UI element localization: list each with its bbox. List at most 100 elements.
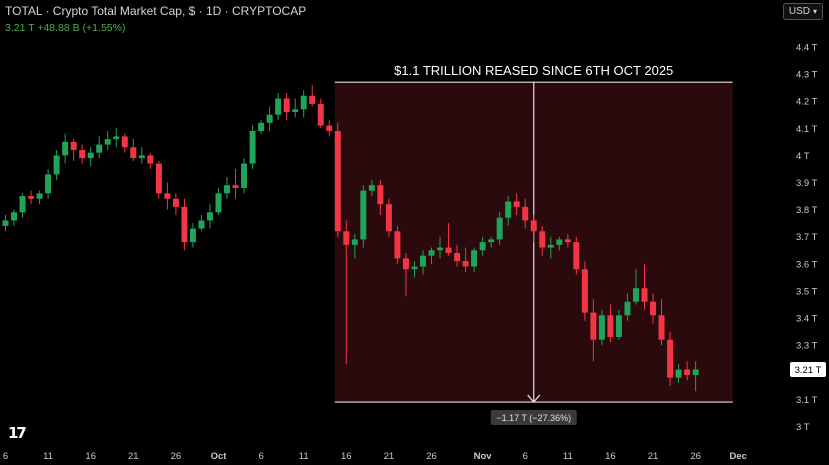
annotation-text: $1.1 TRILLION REASED SINCE 6TH OCT 2025 [394, 63, 673, 78]
candle-body [547, 244, 554, 248]
x-tick-label: 6 [258, 451, 263, 462]
x-tick-label: 26 [690, 451, 701, 462]
candle-body [283, 98, 290, 113]
candle-body [539, 231, 546, 248]
y-tick-label: 3.4 T [796, 314, 818, 325]
x-tick-label: 26 [171, 451, 182, 462]
candle-body [650, 301, 657, 316]
candle-body [556, 239, 563, 245]
candle-body [326, 125, 333, 131]
candle-body [368, 185, 375, 191]
candle-body [530, 220, 537, 232]
x-tick-label: 6 [523, 451, 528, 462]
current-price-tag [790, 362, 826, 378]
x-tick-label: 16 [605, 451, 616, 462]
candle-body [641, 288, 648, 302]
candle-body [437, 247, 444, 251]
candle-body [189, 228, 196, 243]
candle-body [334, 131, 341, 232]
candle-body [607, 315, 614, 337]
y-tick-label: 4.1 T [796, 124, 818, 135]
x-tick-label: 16 [341, 451, 352, 462]
candle-body [138, 155, 145, 159]
candle-body [2, 220, 9, 226]
candle-body [79, 149, 86, 159]
y-tick-label: 3.7 T [796, 232, 818, 243]
candle-body [675, 369, 682, 378]
candle-body [513, 201, 520, 207]
y-tick-label: 3 T [796, 422, 810, 433]
candle-body [684, 369, 691, 375]
candle-body [292, 109, 299, 113]
chart-title: TOTAL · Crypto Total Market Cap, $ · 1D … [5, 4, 307, 18]
candle-body [258, 122, 265, 131]
candle-body [275, 98, 282, 115]
candle-body [232, 185, 239, 188]
x-tick-label: 6 [3, 451, 8, 462]
x-tick-label: Oct [211, 451, 228, 462]
currency-selector[interactable]: USD ▾ [782, 3, 823, 20]
candle-body [428, 250, 435, 256]
current-price-label: 3.21 T [795, 365, 822, 376]
candle-body [241, 163, 248, 188]
tradingview-logo: 17 [8, 424, 27, 442]
candle-body [632, 288, 639, 302]
candle-body [658, 315, 665, 340]
candle-body [53, 155, 60, 175]
candle-body [45, 174, 52, 194]
candle-body [130, 147, 137, 159]
candle-body [471, 250, 478, 267]
candle-body [573, 242, 580, 270]
candle-body [172, 198, 179, 207]
candle-body [300, 95, 307, 110]
chevron-down-icon: ▾ [812, 7, 817, 16]
candle-body [266, 114, 273, 123]
candle-body [215, 193, 222, 213]
y-tick-label: 3.5 T [796, 286, 818, 297]
candle-body [505, 201, 512, 218]
candle-body [11, 212, 18, 221]
candle-body [402, 258, 409, 270]
candle-body [62, 141, 69, 156]
candle-body [488, 239, 495, 243]
candle-body [411, 266, 418, 270]
candle-body [104, 139, 111, 145]
candle-body [564, 239, 571, 243]
measure-arrow-icon [527, 394, 541, 404]
candle-body [206, 212, 213, 221]
measure-label: −1.17 T (−27.36%) [496, 413, 571, 423]
candle-body [598, 315, 605, 340]
candle-body [590, 312, 597, 340]
x-tick-label: Dec [730, 451, 747, 462]
candle-body [624, 301, 631, 316]
y-tick-label: 4.2 T [796, 97, 818, 108]
x-tick-label: 11 [563, 451, 573, 462]
candle-body [28, 196, 35, 199]
y-tick-label: 3.6 T [796, 259, 818, 270]
x-tick-label: 11 [43, 451, 53, 462]
candle-body [317, 103, 324, 126]
candle-body [70, 141, 77, 150]
x-tick-label: 21 [128, 451, 139, 462]
candle-body [19, 196, 26, 213]
candle-body [377, 185, 384, 205]
y-tick-label: 3.9 T [796, 178, 818, 189]
candle-body [343, 231, 350, 245]
candle-body [147, 155, 154, 164]
x-tick-label: Nov [474, 451, 493, 462]
y-tick-label: 4.4 T [796, 42, 818, 53]
candle-body [360, 190, 367, 240]
x-tick-label: 11 [299, 451, 309, 462]
change-value: +48.88 B (+1.55%) [37, 22, 126, 34]
candle-body [181, 206, 188, 243]
candle-body [454, 252, 461, 262]
candle-body [667, 339, 674, 378]
candle-body [155, 163, 162, 194]
candle-body [249, 131, 256, 164]
candle-body [479, 242, 486, 251]
candle-body [445, 247, 452, 253]
y-tick-label: 3.3 T [796, 341, 818, 352]
candle-body [164, 193, 171, 199]
y-tick-label: 4.3 T [796, 70, 818, 81]
